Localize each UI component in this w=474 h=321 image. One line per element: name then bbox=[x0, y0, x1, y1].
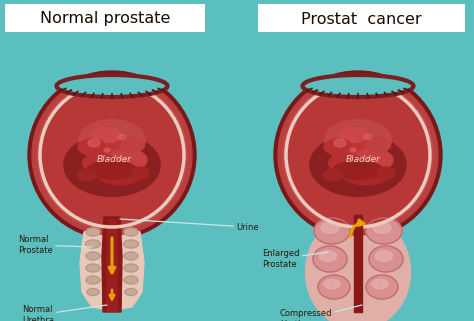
Ellipse shape bbox=[364, 134, 372, 140]
Ellipse shape bbox=[86, 252, 100, 260]
Circle shape bbox=[32, 75, 192, 235]
Circle shape bbox=[28, 71, 196, 239]
Ellipse shape bbox=[375, 251, 392, 261]
Ellipse shape bbox=[324, 139, 352, 155]
Text: Prostat  cancer: Prostat cancer bbox=[301, 12, 421, 27]
Ellipse shape bbox=[334, 139, 346, 147]
Ellipse shape bbox=[377, 167, 395, 179]
Ellipse shape bbox=[302, 75, 413, 97]
Ellipse shape bbox=[82, 154, 118, 172]
Ellipse shape bbox=[92, 127, 122, 143]
Ellipse shape bbox=[366, 275, 398, 299]
Ellipse shape bbox=[372, 279, 388, 289]
Circle shape bbox=[288, 85, 428, 225]
FancyBboxPatch shape bbox=[5, 4, 205, 32]
Ellipse shape bbox=[104, 148, 110, 152]
Ellipse shape bbox=[78, 139, 106, 155]
Ellipse shape bbox=[328, 154, 364, 172]
Ellipse shape bbox=[350, 148, 356, 152]
Text: Urine: Urine bbox=[120, 219, 259, 231]
Text: Normal
Urethra: Normal Urethra bbox=[22, 305, 107, 321]
Ellipse shape bbox=[323, 169, 343, 181]
FancyBboxPatch shape bbox=[258, 4, 465, 32]
Ellipse shape bbox=[88, 139, 100, 147]
Ellipse shape bbox=[125, 289, 137, 296]
Ellipse shape bbox=[124, 252, 138, 260]
Text: Normal prostate: Normal prostate bbox=[40, 12, 170, 27]
Ellipse shape bbox=[87, 289, 99, 296]
Ellipse shape bbox=[369, 246, 403, 272]
Ellipse shape bbox=[333, 161, 383, 179]
Text: Bladder: Bladder bbox=[97, 155, 131, 164]
Ellipse shape bbox=[77, 169, 97, 181]
Ellipse shape bbox=[124, 276, 138, 284]
Ellipse shape bbox=[124, 264, 138, 272]
Ellipse shape bbox=[119, 138, 145, 152]
Ellipse shape bbox=[64, 134, 160, 196]
Ellipse shape bbox=[366, 218, 402, 244]
Ellipse shape bbox=[344, 165, 389, 185]
Circle shape bbox=[283, 80, 433, 230]
Ellipse shape bbox=[107, 149, 147, 171]
Ellipse shape bbox=[86, 276, 100, 284]
Ellipse shape bbox=[87, 161, 137, 179]
Ellipse shape bbox=[79, 120, 146, 160]
Ellipse shape bbox=[314, 218, 350, 244]
Text: Bladder: Bladder bbox=[346, 155, 381, 164]
Ellipse shape bbox=[98, 165, 143, 185]
Ellipse shape bbox=[318, 275, 350, 299]
Polygon shape bbox=[354, 215, 362, 312]
Polygon shape bbox=[107, 220, 117, 311]
Ellipse shape bbox=[85, 240, 100, 248]
Ellipse shape bbox=[310, 134, 406, 196]
Ellipse shape bbox=[124, 240, 138, 248]
Ellipse shape bbox=[86, 264, 100, 272]
Circle shape bbox=[278, 75, 438, 235]
Polygon shape bbox=[102, 217, 122, 312]
Ellipse shape bbox=[124, 228, 138, 236]
Ellipse shape bbox=[365, 138, 391, 152]
Ellipse shape bbox=[306, 214, 410, 321]
Ellipse shape bbox=[338, 127, 368, 143]
Text: Enlarged
Prostate: Enlarged Prostate bbox=[262, 249, 328, 269]
Ellipse shape bbox=[118, 134, 126, 140]
Text: Compressed
Urethra: Compressed Urethra bbox=[280, 305, 362, 321]
Ellipse shape bbox=[319, 251, 337, 261]
Circle shape bbox=[37, 80, 187, 230]
Ellipse shape bbox=[56, 75, 167, 97]
Ellipse shape bbox=[86, 228, 100, 236]
Ellipse shape bbox=[325, 120, 392, 160]
Ellipse shape bbox=[84, 135, 139, 165]
Ellipse shape bbox=[373, 223, 391, 233]
Circle shape bbox=[274, 71, 442, 239]
Ellipse shape bbox=[324, 279, 340, 289]
Ellipse shape bbox=[321, 223, 339, 233]
Ellipse shape bbox=[353, 149, 393, 171]
Ellipse shape bbox=[313, 246, 347, 272]
Ellipse shape bbox=[131, 167, 149, 179]
Ellipse shape bbox=[330, 135, 385, 165]
Text: Normal
Prostate: Normal Prostate bbox=[18, 235, 92, 255]
Circle shape bbox=[42, 85, 182, 225]
Polygon shape bbox=[80, 219, 144, 309]
